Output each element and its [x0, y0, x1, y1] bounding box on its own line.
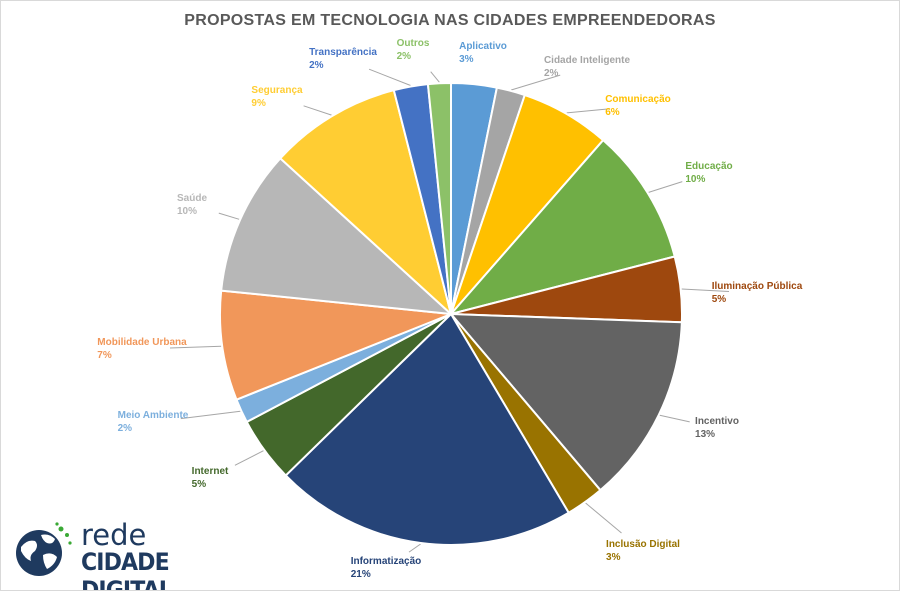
- data-label-percent: 5%: [191, 479, 207, 490]
- data-label-saude: Saúde 10%: [177, 192, 207, 218]
- data-label-percent: 9%: [251, 98, 266, 109]
- logo-text-cidade-digital: CIDADE DIGITAL: [81, 548, 173, 591]
- leader-line-inclusao-digital: [585, 502, 622, 534]
- data-label-name: Comunicação: [605, 94, 671, 105]
- data-label-name: Aplicativo: [459, 41, 507, 52]
- leader-line-saude: [218, 212, 240, 220]
- leader-line-cidade-inteligente: [511, 74, 561, 91]
- data-label-incentivo: Incentivo 13%: [695, 415, 739, 441]
- data-label-percent: 2%: [543, 68, 559, 79]
- data-label-percent: 3%: [459, 54, 474, 65]
- data-label-percent: 10%: [176, 206, 198, 217]
- data-label-meio-ambiente: Meio Ambiente 2%: [118, 409, 189, 435]
- data-label-name: Saúde: [176, 193, 208, 204]
- data-label-internet: Internet 5%: [192, 465, 229, 491]
- data-label-aplicativo: Aplicativo 3%: [459, 40, 507, 66]
- data-label-percent: 3%: [606, 552, 621, 563]
- slice-outros: [426, 81, 452, 315]
- data-label-percent: 21%: [350, 569, 371, 580]
- data-label-name: Segurança: [251, 85, 303, 96]
- data-label-comunicacao: Comunicação 6%: [605, 93, 671, 119]
- data-label-percent: 2%: [117, 423, 133, 434]
- data-label-percent: 7%: [97, 350, 112, 361]
- data-label-transparencia: Transparência 2%: [309, 46, 377, 72]
- data-label-name: Cidade Inteligente: [543, 55, 631, 66]
- leader-line-informatizacao: [408, 543, 421, 553]
- slice-informatizacao: [284, 312, 571, 547]
- leader-line-incentivo: [659, 414, 690, 423]
- slice-seguranca: [278, 88, 453, 317]
- leader-line-comunicacao: [566, 108, 611, 114]
- data-label-name: Inclusão Digital: [606, 539, 680, 550]
- leader-line-internet: [234, 450, 264, 466]
- data-label-name: Incentivo: [695, 416, 739, 427]
- data-label-percent: 2%: [396, 51, 412, 62]
- slice-saude: [220, 156, 454, 316]
- data-label-name: Outros: [396, 38, 430, 49]
- data-label-outros: Outros 2%: [397, 37, 430, 63]
- data-label-name: Transparência: [309, 47, 377, 58]
- rede-cidade-digital-logo: rede CIDADE DIGITAL: [13, 518, 253, 590]
- leader-line-mobilidade-urbana: [169, 345, 222, 349]
- leader-line-transparencia: [368, 68, 411, 86]
- chart-title: PROPOSTAS EM TECNOLOGIA NAS CIDADES EMPR…: [184, 12, 716, 29]
- data-label-educacao: Educação 10%: [685, 160, 732, 186]
- pie-slices: [219, 81, 683, 547]
- data-label-mobilidade-urbana: Mobilidade Urbana 7%: [97, 336, 186, 362]
- data-label-cidade-inteligente: Cidade Inteligente 2%: [544, 54, 630, 80]
- leader-lines: [169, 68, 730, 553]
- data-label-percent: 13%: [695, 429, 716, 440]
- data-label-percent: 10%: [685, 174, 706, 185]
- data-label-name: Meio Ambiente: [117, 410, 189, 421]
- data-label-name: Informatização: [350, 556, 422, 567]
- data-label-percent: 6%: [605, 107, 620, 118]
- leader-line-outros: [430, 71, 440, 83]
- slice-incentivo: [448, 312, 683, 492]
- leader-line-meio-ambiente: [180, 410, 241, 420]
- data-label-percent: 5%: [711, 294, 727, 305]
- leader-line-seguranca: [303, 105, 332, 116]
- data-label-iluminacao-publica: Iluminação Pública 5%: [712, 280, 803, 306]
- leader-line-educacao: [648, 181, 683, 193]
- data-label-name: Internet: [191, 466, 229, 477]
- data-label-informatizacao: Informatização 21%: [351, 555, 422, 581]
- data-label-percent: 2%: [309, 60, 324, 71]
- data-label-name: Educação: [685, 161, 733, 172]
- data-label-name: Iluminação Pública: [711, 281, 803, 292]
- leader-line-iluminacao-publica: [681, 288, 730, 292]
- data-label-seguranca: Segurança 9%: [251, 84, 302, 110]
- globe-icon: [16, 522, 72, 576]
- slice-mobilidade-urbana: [219, 289, 452, 401]
- logo-text-rede: rede: [81, 518, 147, 552]
- data-label-name: Mobilidade Urbana: [97, 337, 187, 348]
- data-label-inclusao-digital: Inclusão Digital 3%: [606, 538, 680, 564]
